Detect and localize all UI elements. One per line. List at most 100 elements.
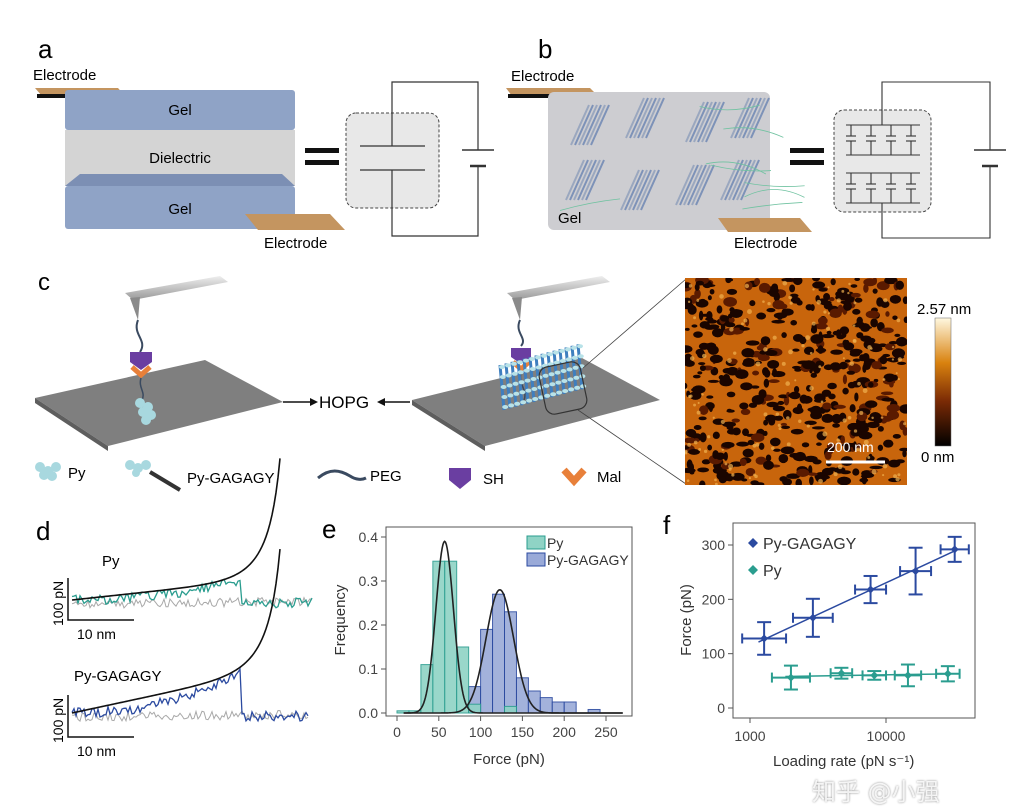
electrode-top-label-b: Electrode bbox=[511, 68, 574, 85]
afm-pore bbox=[781, 278, 795, 282]
data-marker bbox=[760, 634, 769, 643]
afm-pore bbox=[817, 316, 828, 325]
fiber bbox=[620, 169, 640, 211]
py-unit bbox=[547, 352, 553, 357]
afm-highlight bbox=[781, 361, 786, 366]
fit-line-py-gagagy bbox=[758, 548, 958, 643]
crosslink bbox=[744, 182, 805, 187]
afm-highlight bbox=[882, 474, 885, 477]
py-unit bbox=[566, 367, 573, 372]
afm-pore bbox=[796, 468, 810, 477]
py-unit bbox=[519, 390, 526, 395]
afm-pore bbox=[842, 374, 847, 385]
py-unit bbox=[525, 388, 532, 393]
afm-pore bbox=[790, 428, 804, 435]
afm-highlight bbox=[701, 393, 704, 396]
afm-pore bbox=[892, 315, 898, 320]
afm-highlight bbox=[693, 440, 698, 445]
panel-f: f 1000 10000 0 100 200 300 Loading rate (pN s⁻… bbox=[663, 510, 976, 770]
afm-pore bbox=[881, 397, 895, 402]
afm-highlight bbox=[697, 401, 700, 404]
panel-c: c HOPG bbox=[35, 269, 971, 492]
afm-highlight bbox=[696, 410, 701, 415]
legend-label: Py-GAGAGY bbox=[547, 552, 629, 568]
capacitor-circuit bbox=[360, 81, 494, 237]
afm-pore bbox=[755, 456, 767, 465]
afm-highlight bbox=[852, 324, 856, 327]
py-unit bbox=[541, 353, 547, 358]
afm-pore bbox=[808, 465, 813, 475]
afm-highlight bbox=[891, 345, 895, 349]
afm-pore bbox=[846, 370, 856, 375]
afm-highlight bbox=[798, 419, 802, 423]
afm-pore bbox=[799, 336, 807, 345]
fiber bbox=[746, 97, 766, 139]
x-tick-label: 1000 bbox=[734, 728, 765, 744]
y-tick-label: 300 bbox=[702, 537, 726, 553]
afm-pore bbox=[765, 349, 778, 356]
afm-highlight bbox=[836, 298, 841, 303]
py-unit bbox=[571, 345, 577, 350]
afm-pore bbox=[765, 454, 772, 462]
afm-pore bbox=[765, 414, 777, 423]
afm-pore bbox=[739, 327, 750, 331]
afm-pore bbox=[807, 472, 818, 476]
force-trace bbox=[71, 667, 309, 723]
afm-highlight bbox=[811, 321, 816, 326]
histogram-bar-py-gagagy bbox=[480, 628, 494, 714]
afm-pore bbox=[701, 459, 711, 465]
afm-highlight bbox=[867, 345, 872, 350]
loading-rate-chart: 1000 10000 0 100 200 300 Loading rate (pN s⁻¹)… bbox=[678, 522, 976, 770]
afm-highlight bbox=[720, 419, 725, 424]
fiber bbox=[675, 164, 695, 206]
fiber bbox=[724, 159, 744, 201]
afm-pore bbox=[743, 451, 754, 458]
afm-highlight bbox=[724, 462, 728, 466]
afm-highlight bbox=[693, 403, 696, 407]
py-unit bbox=[543, 383, 550, 388]
afm-highlight bbox=[778, 427, 782, 431]
afm-pore bbox=[820, 300, 832, 306]
fiber bbox=[629, 97, 649, 139]
afm-pore bbox=[862, 364, 867, 373]
py-unit bbox=[520, 400, 527, 405]
afm-pore bbox=[712, 328, 724, 338]
fiber bbox=[728, 159, 748, 201]
afm-pore bbox=[763, 460, 774, 470]
afm-image-pores bbox=[685, 278, 907, 485]
y-axis-label: Force (pN) bbox=[678, 584, 695, 656]
afm-highlight bbox=[733, 351, 737, 355]
afm-pore bbox=[741, 478, 748, 482]
retraction-trace bbox=[71, 709, 309, 723]
trace-py-title: Py bbox=[102, 553, 120, 570]
plane-edge-right bbox=[412, 400, 485, 451]
afm-highlight bbox=[809, 351, 813, 355]
afm-pore bbox=[831, 414, 843, 423]
py-unit bbox=[565, 347, 571, 352]
afm-highlight bbox=[686, 479, 690, 483]
afm-highlight bbox=[786, 442, 791, 447]
afm-highlight bbox=[818, 478, 823, 484]
py-unit bbox=[517, 360, 523, 365]
afm-pore bbox=[799, 394, 809, 404]
afm-pore bbox=[700, 313, 711, 317]
afm-pore bbox=[758, 282, 771, 293]
afm-pore bbox=[750, 480, 759, 485]
y-tick-label: 0.3 bbox=[359, 573, 379, 589]
py-unit bbox=[524, 378, 531, 383]
fiber bbox=[683, 164, 703, 206]
afm-pore bbox=[734, 369, 749, 380]
py-unit bbox=[577, 354, 584, 359]
peptide-fibers bbox=[559, 97, 805, 211]
fiber bbox=[705, 101, 725, 143]
afm-highlight bbox=[702, 353, 707, 359]
afm-pore bbox=[820, 334, 835, 339]
legend-label: Py-GAGAGY bbox=[763, 536, 857, 553]
crosslink bbox=[742, 202, 803, 210]
py-unit bbox=[555, 380, 562, 385]
afm-pore bbox=[709, 354, 723, 364]
afm-pore bbox=[777, 400, 785, 405]
fiber bbox=[590, 104, 610, 146]
gel-block bbox=[548, 92, 770, 230]
afm-highlight bbox=[816, 299, 822, 305]
